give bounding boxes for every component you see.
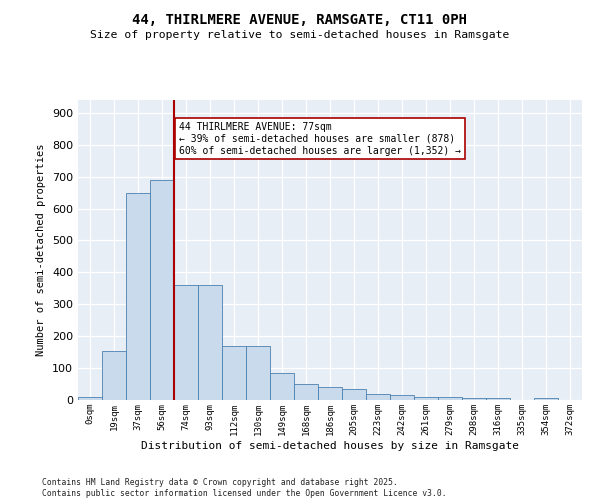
Bar [318,386,342,400]
Bar [366,394,390,400]
Bar [174,285,198,400]
Bar [534,398,558,400]
Text: Size of property relative to semi-detached houses in Ramsgate: Size of property relative to semi-detach… [91,30,509,40]
Bar [78,397,102,400]
Y-axis label: Number of semi-detached properties: Number of semi-detached properties [37,144,46,356]
Bar [342,389,366,400]
Text: 44 THIRLMERE AVENUE: 77sqm
← 39% of semi-detached houses are smaller (878)
60% o: 44 THIRLMERE AVENUE: 77sqm ← 39% of semi… [179,122,461,156]
Text: 44, THIRLMERE AVENUE, RAMSGATE, CT11 0PH: 44, THIRLMERE AVENUE, RAMSGATE, CT11 0PH [133,12,467,26]
Bar [414,397,438,400]
Bar [462,398,486,400]
Bar [222,346,246,400]
Bar [390,395,414,400]
Bar [270,373,294,400]
Bar [246,346,270,400]
Bar [294,384,318,400]
Bar [198,285,222,400]
Bar [102,350,126,400]
Text: Contains HM Land Registry data © Crown copyright and database right 2025.
Contai: Contains HM Land Registry data © Crown c… [42,478,446,498]
Bar [438,397,462,400]
X-axis label: Distribution of semi-detached houses by size in Ramsgate: Distribution of semi-detached houses by … [141,440,519,450]
Bar [126,192,150,400]
Bar [486,398,510,400]
Bar [150,180,174,400]
